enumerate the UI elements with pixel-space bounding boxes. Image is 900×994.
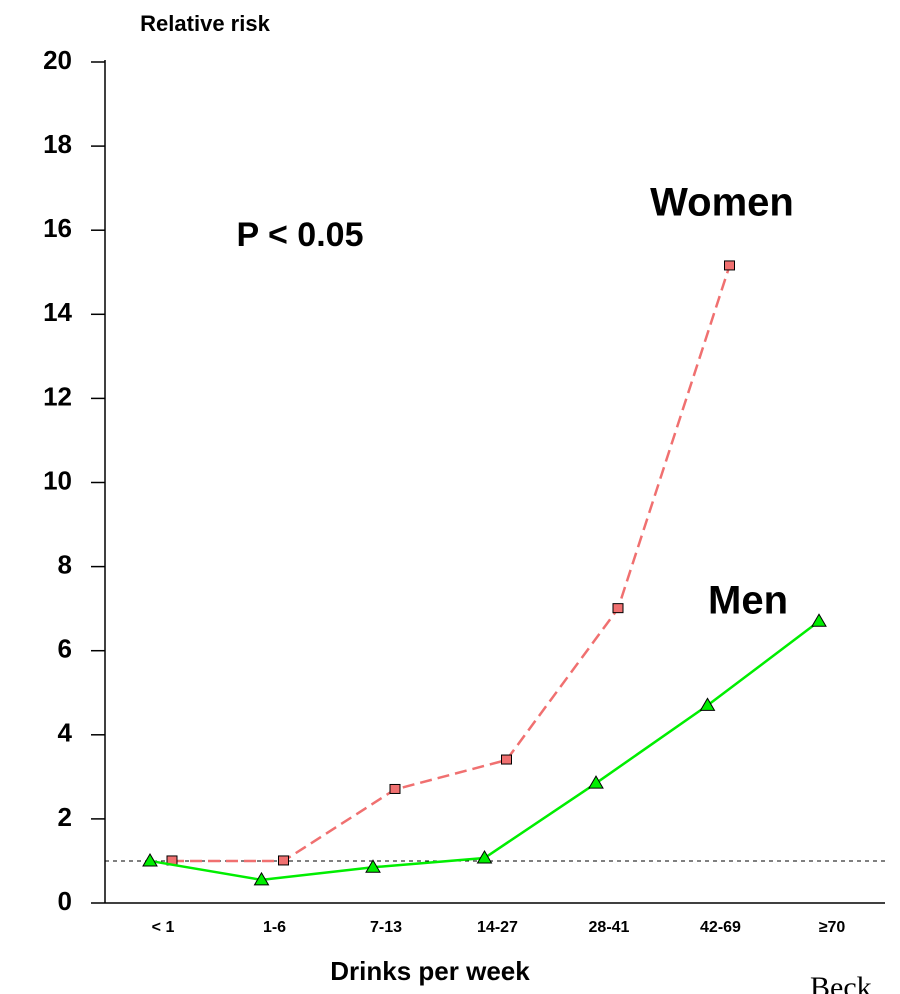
marker — [588, 775, 604, 789]
marker — [365, 859, 381, 873]
marker — [389, 783, 401, 794]
y-tick-label: 8 — [58, 549, 72, 579]
series-line — [149, 620, 820, 882]
marker — [142, 852, 158, 867]
series-label: Men — [708, 579, 788, 623]
x-tick-label: 1-6 — [263, 919, 286, 936]
marker — [612, 603, 624, 614]
y-tick-label: 4 — [58, 718, 73, 748]
x-tick-label: ≥70 — [819, 919, 846, 936]
annotation: P < 0.05 — [237, 216, 364, 254]
y-tick-label: 16 — [43, 213, 72, 243]
y-tick-label: 14 — [43, 297, 72, 327]
marker — [253, 871, 270, 886]
y-tick-label: 20 — [43, 45, 72, 75]
source: Beck — [810, 971, 872, 994]
y-axis-title: Relative risk — [140, 11, 270, 36]
x-tick-label: 14-27 — [477, 919, 518, 936]
marker — [501, 754, 512, 765]
marker — [699, 697, 716, 711]
marker — [724, 260, 735, 271]
marker — [476, 850, 493, 864]
y-tick-label: 2 — [58, 802, 72, 832]
y-tick-label: 10 — [43, 465, 72, 495]
marker — [811, 613, 827, 627]
series-line — [172, 265, 731, 863]
x-tick-label: 42-69 — [700, 919, 741, 936]
x-axis-title: Drinks per week — [330, 956, 530, 986]
y-tick-label: 18 — [43, 129, 72, 159]
y-tick-label: 0 — [58, 886, 72, 916]
y-tick-label: 12 — [43, 381, 72, 411]
x-tick-label: 7-13 — [370, 919, 402, 936]
y-tick-label: 6 — [58, 634, 72, 664]
x-tick-label: 28-41 — [589, 919, 630, 936]
x-tick-label: < 1 — [152, 919, 175, 936]
marker — [278, 855, 289, 866]
series-label: Women — [650, 181, 794, 225]
